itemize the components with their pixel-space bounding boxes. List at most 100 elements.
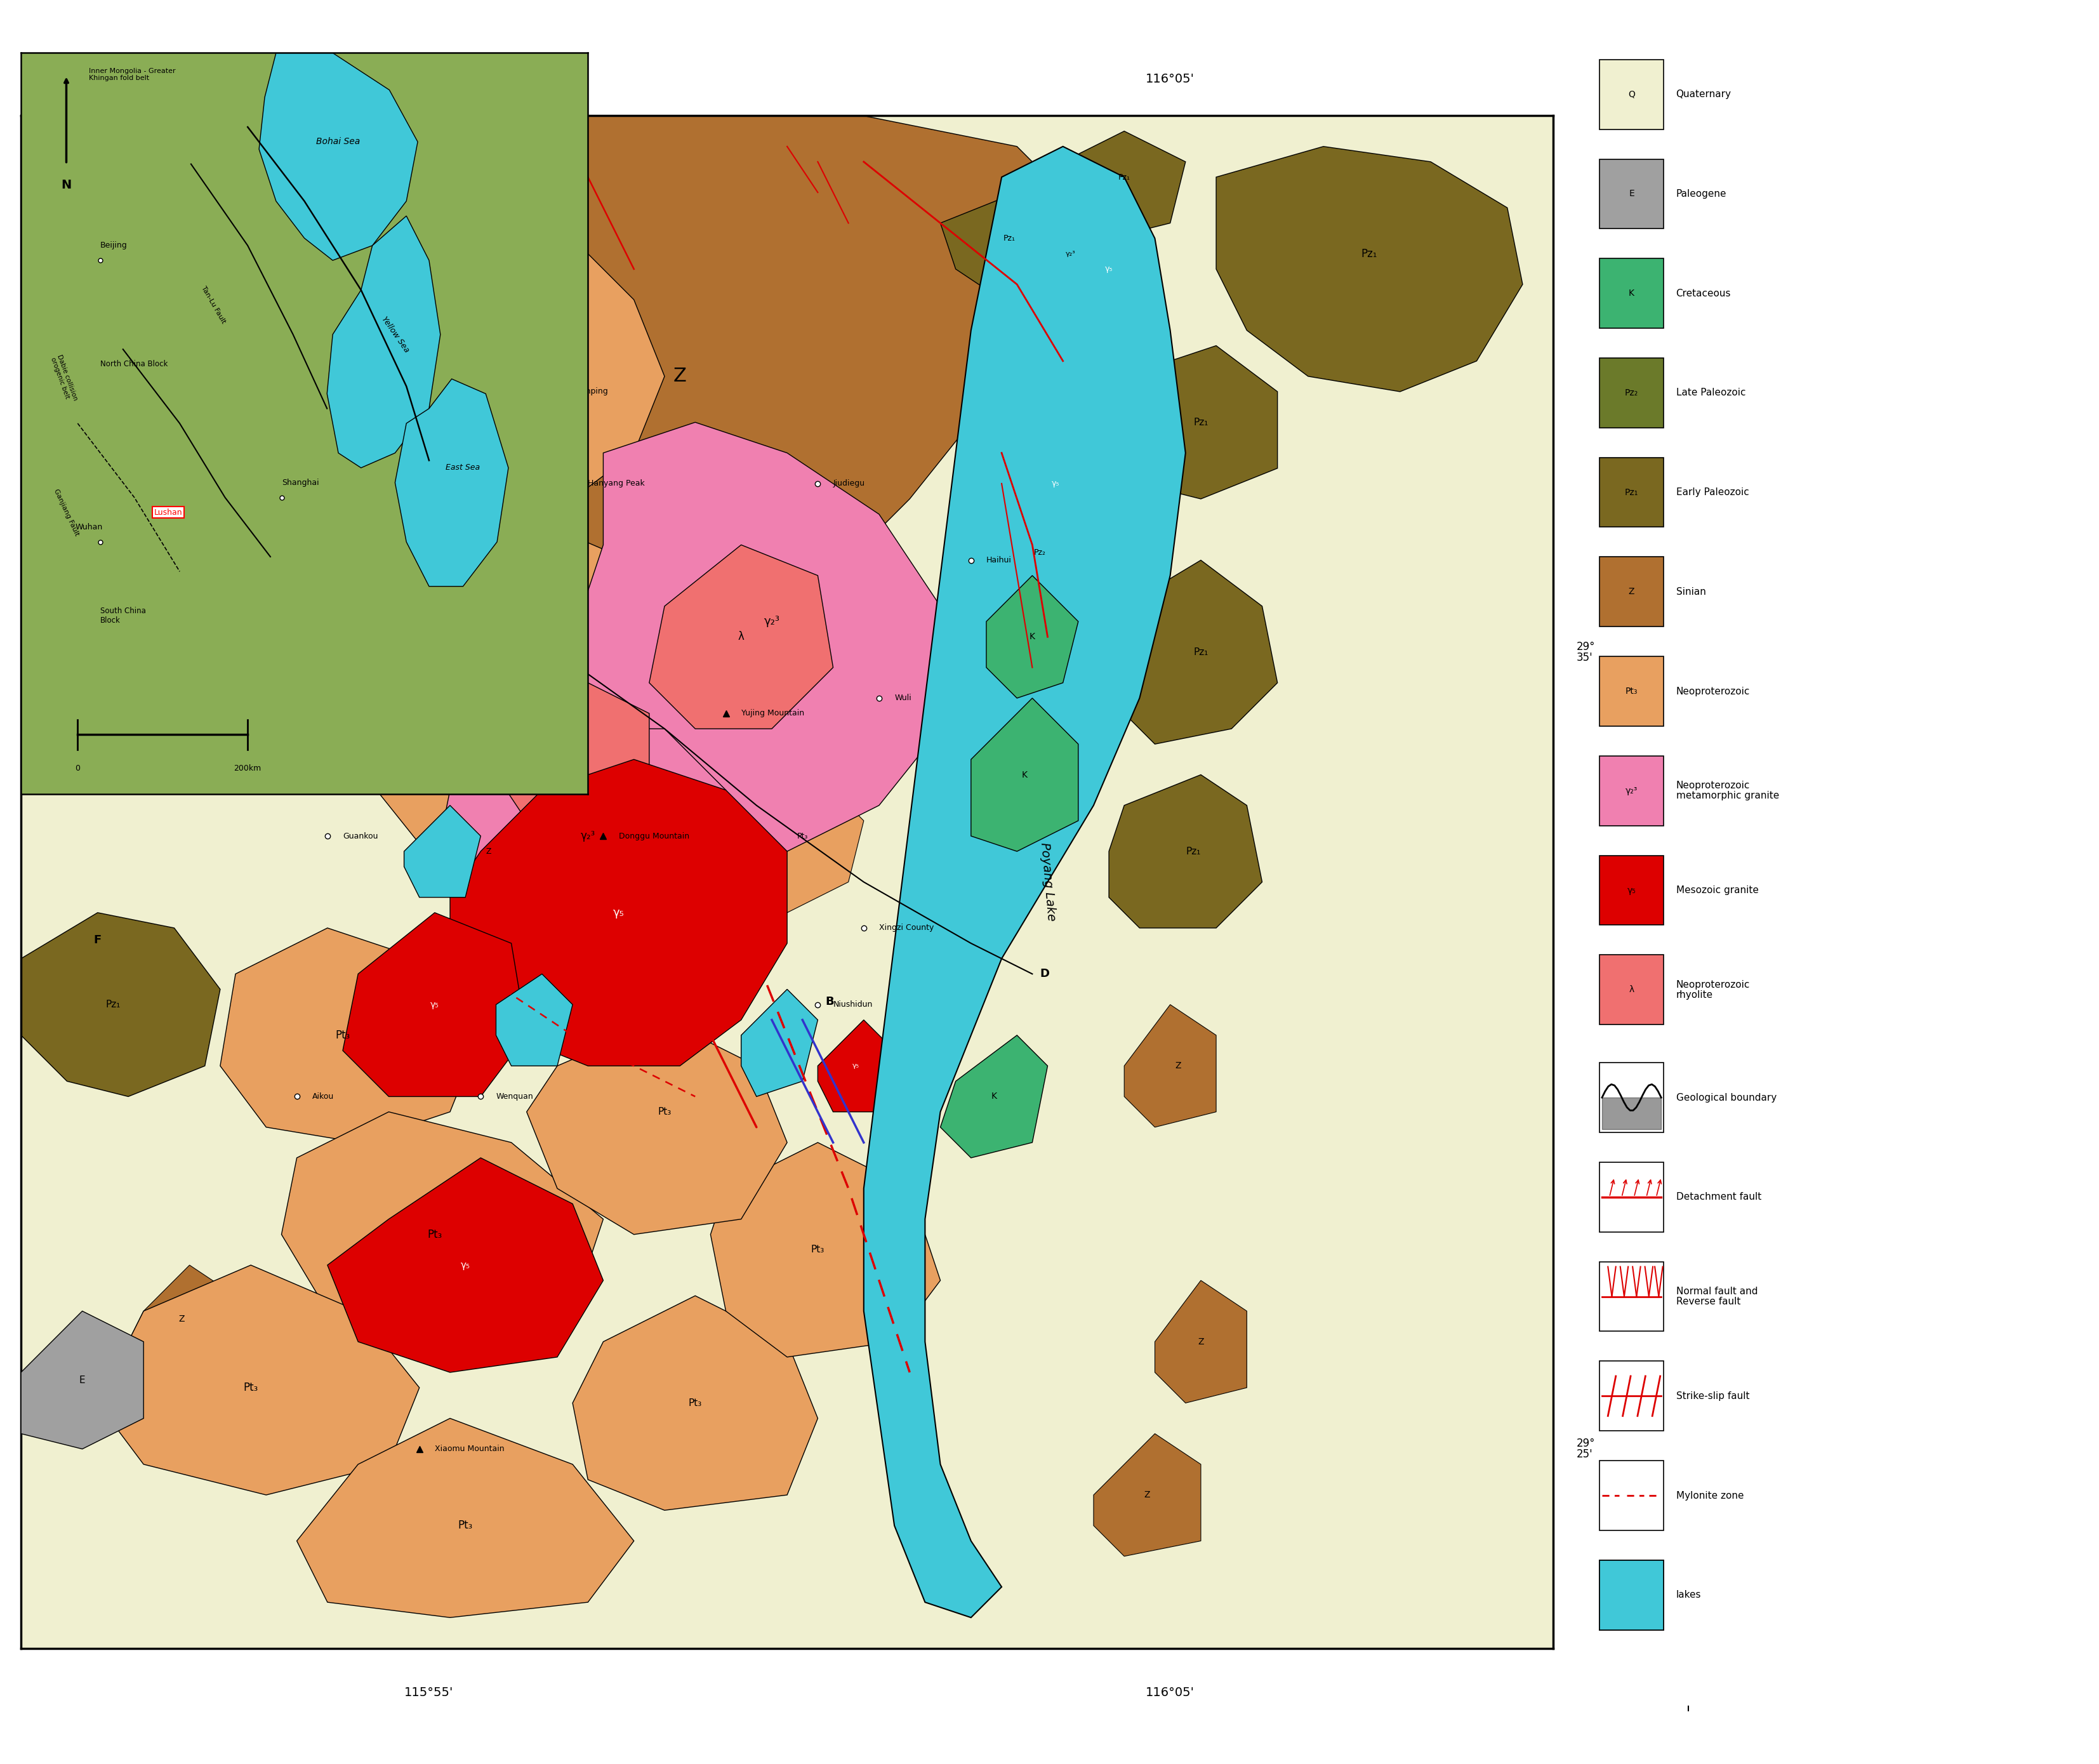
- Bar: [1599, 856, 1665, 924]
- Polygon shape: [403, 806, 481, 898]
- Polygon shape: [327, 1157, 602, 1372]
- Text: Late Paleozoic: Late Paleozoic: [1675, 388, 1746, 397]
- Text: γ₂³: γ₂³: [764, 616, 779, 628]
- Polygon shape: [220, 928, 481, 1143]
- Text: Z: Z: [103, 647, 109, 656]
- Text: Yangtianping: Yangtianping: [558, 388, 609, 395]
- Bar: [1599, 1559, 1665, 1630]
- Text: Xiaomu Mountain: Xiaomu Mountain: [434, 1445, 504, 1454]
- Polygon shape: [1094, 1434, 1201, 1556]
- Text: γ₅: γ₅: [1627, 886, 1635, 894]
- Text: Paleogene: Paleogene: [1675, 189, 1727, 199]
- Polygon shape: [296, 1418, 634, 1618]
- Polygon shape: [1062, 131, 1186, 238]
- Text: γ₅: γ₅: [613, 907, 623, 919]
- Polygon shape: [527, 1020, 787, 1235]
- Text: Pz₂: Pz₂: [1625, 388, 1639, 397]
- Text: Sinian: Sinian: [1675, 587, 1706, 596]
- Polygon shape: [741, 990, 819, 1097]
- Text: Lushan: Lushan: [153, 508, 183, 517]
- Polygon shape: [128, 1265, 235, 1372]
- Bar: [1599, 1062, 1665, 1132]
- Text: λ: λ: [569, 753, 575, 766]
- Text: Jiudiegu: Jiudiegu: [833, 480, 865, 487]
- Text: B: B: [825, 995, 833, 1007]
- Text: 116°05': 116°05': [1146, 72, 1194, 85]
- Text: Pt₃: Pt₃: [458, 1521, 472, 1531]
- Polygon shape: [1016, 192, 1125, 316]
- Text: γ₂³: γ₂³: [1625, 787, 1637, 796]
- Bar: [1599, 1461, 1665, 1531]
- Polygon shape: [21, 300, 296, 575]
- Text: Pt₃: Pt₃: [657, 1108, 672, 1117]
- Text: 29°
35': 29° 35': [1576, 640, 1595, 663]
- Text: Inner Mongolia - Greater
Khingan fold belt: Inner Mongolia - Greater Khingan fold be…: [88, 67, 176, 81]
- Polygon shape: [987, 575, 1079, 699]
- Bar: [1599, 358, 1665, 427]
- Text: Aikou: Aikou: [313, 1092, 334, 1101]
- Text: Pz₁: Pz₁: [1194, 418, 1209, 427]
- Text: 115°55': 115°55': [403, 1686, 453, 1699]
- Polygon shape: [741, 774, 865, 912]
- Polygon shape: [21, 912, 220, 1097]
- Polygon shape: [1215, 146, 1522, 392]
- Bar: [1599, 1162, 1665, 1231]
- Text: Pz₂: Pz₂: [1035, 549, 1045, 557]
- Polygon shape: [395, 379, 508, 586]
- Text: South China
Block: South China Block: [101, 607, 147, 624]
- Polygon shape: [342, 912, 527, 1097]
- Polygon shape: [987, 499, 1094, 621]
- Bar: [1599, 159, 1665, 229]
- Text: North China Block: North China Block: [101, 360, 168, 369]
- Text: Mylonite zone: Mylonite zone: [1675, 1491, 1744, 1499]
- Text: 0: 0: [76, 764, 80, 773]
- Polygon shape: [21, 575, 206, 774]
- Polygon shape: [495, 974, 573, 1065]
- Text: Pt₃: Pt₃: [810, 1245, 825, 1254]
- Text: Pt₃: Pt₃: [798, 833, 808, 840]
- Text: 29°
25': 29° 25': [1576, 1438, 1595, 1461]
- Text: Pt₃: Pt₃: [411, 340, 428, 351]
- Polygon shape: [1599, 1723, 1688, 1752]
- Text: Shanghai: Shanghai: [281, 478, 319, 487]
- Text: Yujing Mountain: Yujing Mountain: [741, 709, 804, 718]
- Text: Mesozoic granite: Mesozoic granite: [1675, 886, 1759, 894]
- Text: Z: Z: [1144, 1491, 1150, 1499]
- Text: Taiyi: Taiyi: [495, 526, 514, 534]
- Bar: [1599, 1559, 1665, 1630]
- Polygon shape: [21, 1311, 143, 1448]
- Text: λ: λ: [739, 632, 745, 642]
- Bar: [1599, 1261, 1665, 1332]
- Text: Pz₁: Pz₁: [1186, 847, 1201, 856]
- Polygon shape: [449, 760, 787, 1065]
- Text: γ₅: γ₅: [852, 1062, 861, 1069]
- Text: Neoproterozoic: Neoproterozoic: [1675, 686, 1751, 697]
- Polygon shape: [940, 192, 1079, 300]
- Text: Xianrendong: Xianrendong: [403, 326, 455, 335]
- Polygon shape: [495, 683, 649, 836]
- Text: Pt₃: Pt₃: [428, 1230, 443, 1240]
- Bar: [1599, 557, 1665, 626]
- Text: Xiufeng: Xiufeng: [466, 663, 495, 672]
- Text: Pz₁: Pz₁: [1625, 489, 1639, 497]
- Text: 115°55': 115°55': [403, 72, 453, 85]
- Polygon shape: [709, 1143, 940, 1357]
- Text: Wuli: Wuli: [894, 693, 911, 702]
- Text: Z: Z: [1175, 1062, 1182, 1071]
- Text: Pt₃: Pt₃: [688, 1399, 701, 1408]
- Text: Normal fault and
Reverse fault: Normal fault and Reverse fault: [1675, 1286, 1757, 1307]
- Text: K: K: [1629, 289, 1635, 298]
- Polygon shape: [1125, 561, 1278, 744]
- Polygon shape: [258, 53, 418, 261]
- Text: Pt₃: Pt₃: [336, 1030, 351, 1041]
- Text: Geological boundary: Geological boundary: [1675, 1094, 1776, 1102]
- Polygon shape: [649, 545, 833, 729]
- Bar: [1599, 60, 1665, 129]
- Text: Xingzi County: Xingzi County: [879, 924, 934, 931]
- Text: D: D: [1039, 968, 1050, 979]
- Text: Pt₃: Pt₃: [1625, 686, 1637, 695]
- Text: γ₂³: γ₂³: [512, 709, 525, 718]
- Polygon shape: [1108, 774, 1261, 928]
- Text: Pz₁: Pz₁: [136, 432, 151, 443]
- Polygon shape: [1125, 1004, 1215, 1127]
